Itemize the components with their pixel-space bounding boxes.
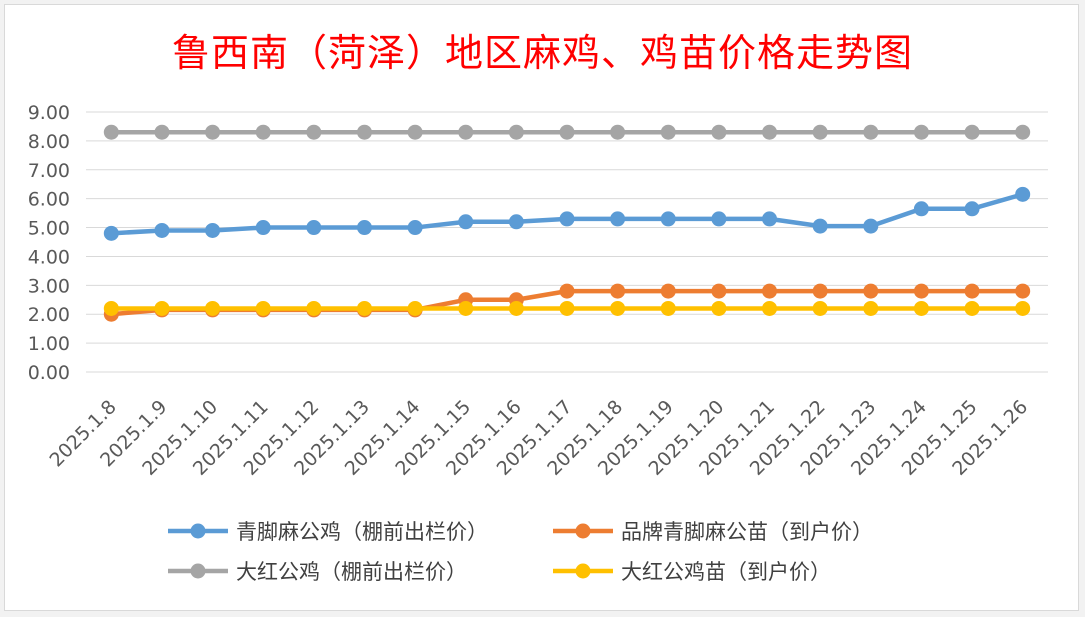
legend-marker [575, 563, 591, 579]
legend-marker [190, 563, 206, 579]
y-tick-label: 6.00 [28, 189, 70, 211]
data-point [458, 124, 474, 140]
data-point [863, 124, 879, 140]
data-point [863, 283, 879, 299]
data-point [660, 124, 676, 140]
data-point [1015, 186, 1031, 202]
legend-label: 品牌青脚麻公苗（到户价） [621, 520, 873, 544]
data-point [508, 124, 524, 140]
data-point [711, 283, 727, 299]
series-4 [103, 300, 1031, 316]
data-point [762, 283, 778, 299]
data-point [559, 124, 575, 140]
data-point [103, 300, 119, 316]
legend: 青脚麻公鸡（棚前出栏价） 品牌青脚麻公苗（到户价） 大红公鸡（棚前出栏价） 大红公鸡苗… [168, 520, 873, 584]
y-tick-label: 9.00 [28, 102, 70, 124]
data-point [812, 218, 828, 234]
data-point [1015, 124, 1031, 140]
y-tick-label: 7.00 [28, 160, 70, 182]
data-point [863, 300, 879, 316]
legend-marker [575, 523, 591, 539]
data-point [964, 283, 980, 299]
data-point [660, 283, 676, 299]
data-point [205, 124, 221, 140]
data-point [103, 124, 119, 140]
data-point [711, 300, 727, 316]
data-point [356, 220, 372, 236]
data-point [205, 300, 221, 316]
y-axis-ticks: 0.00 1.00 2.00 3.00 4.00 5.00 6.00 7.00 8.00 9.00 [28, 102, 70, 384]
data-point [306, 300, 322, 316]
y-tick-label: 2.00 [28, 304, 70, 326]
legend-marker [190, 523, 206, 539]
data-point [154, 124, 170, 140]
data-point [458, 214, 474, 230]
data-point [711, 124, 727, 140]
data-point [356, 300, 372, 316]
data-point [812, 283, 828, 299]
data-point [559, 300, 575, 316]
data-point [306, 124, 322, 140]
data-point [812, 300, 828, 316]
data-point [1015, 283, 1031, 299]
data-point [913, 283, 929, 299]
data-point [103, 225, 119, 241]
data-point [610, 211, 626, 227]
data-point [356, 124, 372, 140]
data-point [610, 283, 626, 299]
data-point [306, 220, 322, 236]
data-point [255, 220, 271, 236]
data-point [559, 211, 575, 227]
data-point [458, 300, 474, 316]
data-point [660, 300, 676, 316]
y-tick-label: 4.00 [28, 246, 70, 268]
data-point [863, 218, 879, 234]
data-point [964, 201, 980, 217]
legend-label: 大红公鸡（棚前出栏价） [236, 560, 467, 584]
data-point [964, 124, 980, 140]
chart-title: 鲁西南（菏泽）地区麻鸡、鸡苗价格走势图 [171, 31, 913, 75]
data-point [508, 214, 524, 230]
data-point [407, 124, 423, 140]
legend-label: 青脚麻公鸡（棚前出栏价） [236, 520, 488, 544]
data-point [913, 300, 929, 316]
series-group [103, 124, 1031, 322]
data-point [1015, 300, 1031, 316]
data-point [407, 220, 423, 236]
y-tick-label: 0.00 [28, 362, 70, 384]
data-point [154, 222, 170, 238]
data-point [913, 201, 929, 217]
legend-item: 大红公鸡（棚前出栏价） [168, 560, 467, 584]
data-point [154, 300, 170, 316]
legend-item: 品牌青脚麻公苗（到户价） [553, 520, 873, 544]
y-tick-label: 1.00 [28, 333, 70, 355]
data-point [559, 283, 575, 299]
data-point [812, 124, 828, 140]
data-point [762, 211, 778, 227]
data-point [407, 300, 423, 316]
data-point [762, 124, 778, 140]
data-point [711, 211, 727, 227]
y-tick-label: 3.00 [28, 275, 70, 297]
legend-label: 大红公鸡苗（到户价） [621, 560, 831, 584]
data-point [964, 300, 980, 316]
data-point [205, 222, 221, 238]
data-point [610, 300, 626, 316]
legend-item: 大红公鸡苗（到户价） [553, 560, 831, 584]
data-point [762, 300, 778, 316]
series-3 [103, 124, 1031, 140]
data-point [508, 300, 524, 316]
grid-lines [86, 111, 1048, 373]
data-point [913, 124, 929, 140]
y-tick-label: 8.00 [28, 131, 70, 153]
data-point [660, 211, 676, 227]
x-axis-ticks: 2025.1.82025.1.92025.1.102025.1.112025.1… [45, 396, 1032, 480]
data-point [255, 300, 271, 316]
data-point [255, 124, 271, 140]
y-tick-label: 5.00 [28, 218, 70, 240]
series-1 [103, 186, 1031, 241]
data-point [610, 124, 626, 140]
legend-item: 青脚麻公鸡（棚前出栏价） [168, 520, 488, 544]
